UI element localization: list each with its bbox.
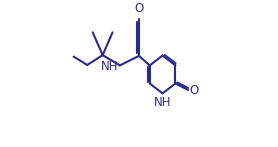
- Text: O: O: [189, 84, 198, 97]
- Text: NH: NH: [101, 60, 118, 73]
- Text: O: O: [134, 2, 144, 15]
- Text: NH: NH: [154, 96, 171, 108]
